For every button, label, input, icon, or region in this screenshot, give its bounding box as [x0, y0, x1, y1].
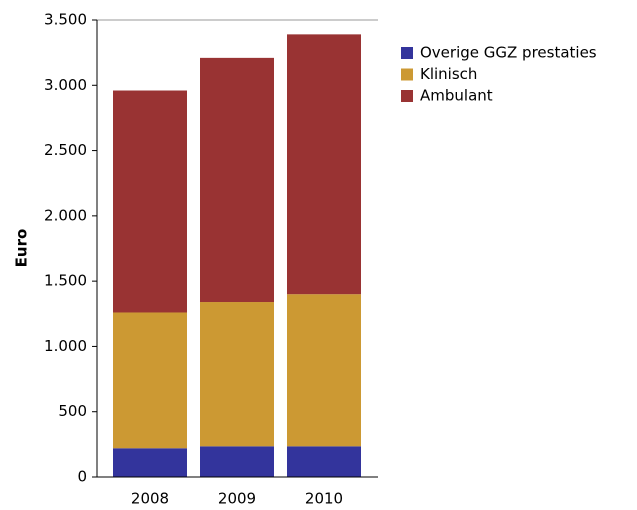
bar-segment	[113, 448, 187, 477]
y-tick-label: 2.500	[44, 141, 87, 159]
bar-segment	[113, 90, 187, 313]
bar-segment	[200, 446, 274, 477]
y-tick-label: 500	[58, 402, 87, 420]
y-tick-label: 3.000	[44, 76, 87, 94]
legend-label: Ambulant	[420, 87, 493, 105]
x-tick-label: 2009	[218, 490, 256, 508]
bar-segment	[113, 312, 187, 449]
bar-segment	[287, 446, 361, 477]
y-tick-label: 3.500	[44, 11, 87, 29]
legend-swatch	[401, 90, 413, 102]
y-tick-label: 1.000	[44, 337, 87, 355]
y-axis-label: Euro	[13, 229, 31, 268]
y-tick-label: 1.500	[44, 272, 87, 290]
y-tick-label: 2.000	[44, 206, 87, 224]
x-tick-label: 2008	[131, 490, 169, 508]
bar-segment	[287, 34, 361, 295]
bar-segment	[200, 57, 274, 303]
legend-label: Overige GGZ prestaties	[420, 44, 597, 62]
bar-segment	[200, 302, 274, 447]
y-tick-label: 0	[77, 468, 87, 486]
legend-label: Klinisch	[420, 65, 477, 83]
x-tick-label: 2010	[305, 490, 343, 508]
legend-swatch	[401, 68, 413, 81]
bar-segment	[287, 294, 361, 447]
legend-swatch	[401, 47, 413, 59]
